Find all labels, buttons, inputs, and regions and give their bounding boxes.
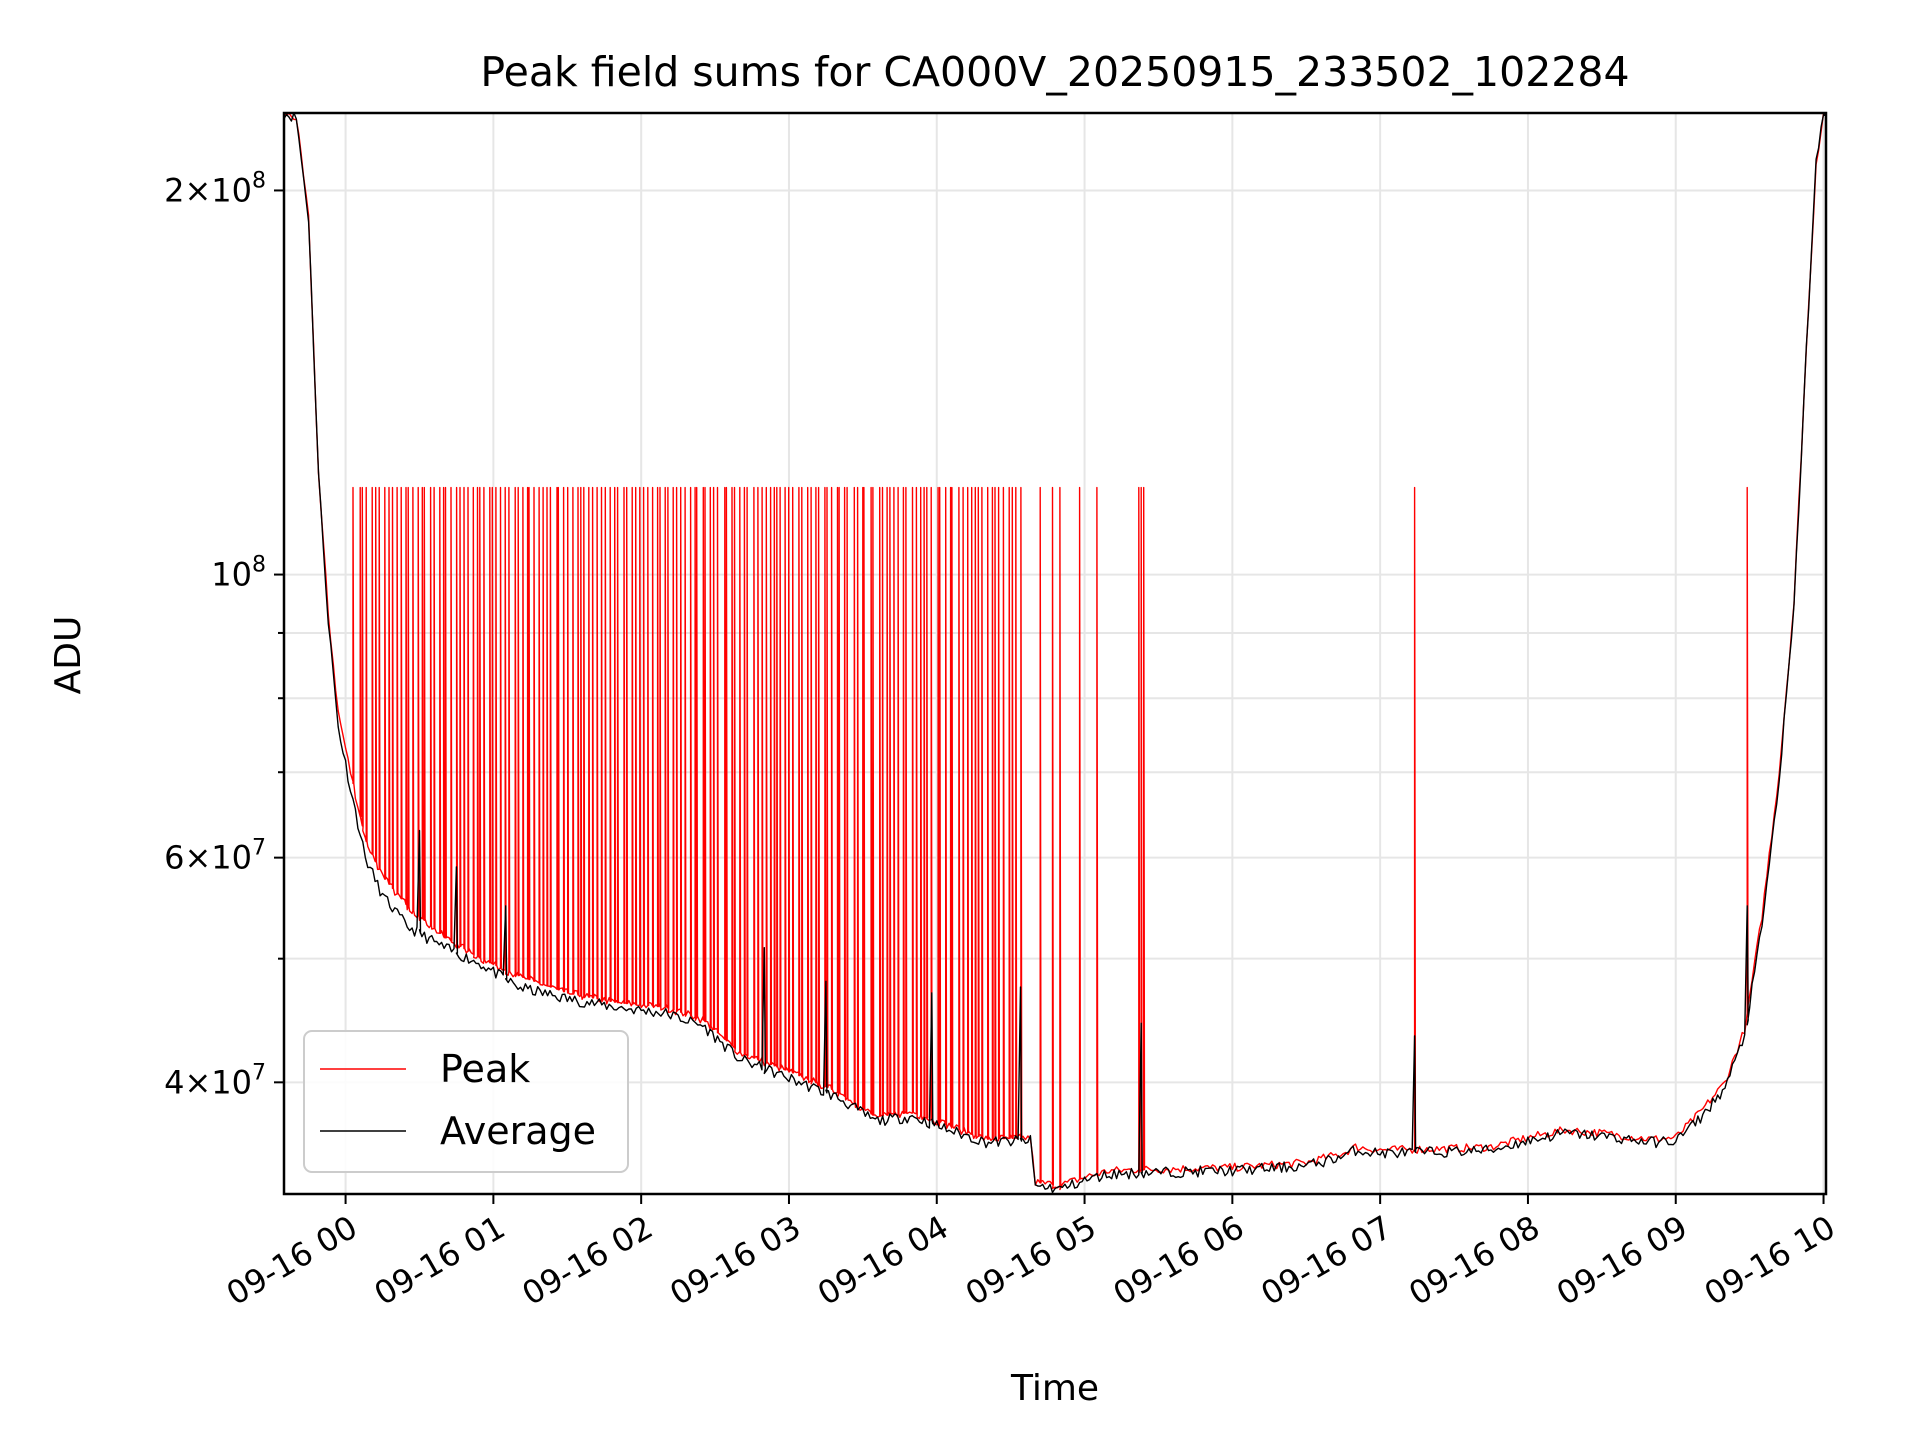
y-axis-label: ADU (48, 616, 89, 695)
x-tick-label: 09-16 00 (220, 1208, 364, 1313)
legend-average-label: Average (440, 1109, 596, 1153)
x-tick-label: 09-16 05 (959, 1208, 1103, 1313)
x-tick-label: 09-16 06 (1107, 1208, 1251, 1313)
y-tick-label: 6×107 (164, 836, 266, 877)
grid (284, 113, 1826, 1194)
y-tick-label: 108 (211, 553, 266, 594)
legend-peak-label: Peak (440, 1047, 530, 1091)
legend-box (303, 1030, 629, 1173)
plot-series (283, 112, 1827, 1194)
chart-title: Peak field sums for CA000V_20250915_2335… (480, 48, 1629, 96)
x-tick-label: 09-16 10 (1698, 1208, 1842, 1313)
legend: Peak Average (303, 1030, 629, 1173)
x-tick-label: 09-16 02 (516, 1208, 660, 1313)
x-tick-label: 09-16 01 (368, 1208, 512, 1313)
peak-series-line (283, 112, 1827, 1191)
x-tick-label: 09-16 07 (1255, 1208, 1399, 1313)
x-tick-label: 09-16 09 (1550, 1208, 1694, 1313)
x-tick-label: 09-16 04 (811, 1208, 955, 1313)
y-axis: 2×108 108 6×107 4×107 (164, 168, 284, 1101)
x-axis-label: Time (1010, 1368, 1099, 1409)
y-tick-label: 4×107 (164, 1060, 266, 1101)
x-tick-label: 09-16 08 (1402, 1208, 1546, 1313)
x-tick-label: 09-16 03 (663, 1208, 807, 1313)
average-series-line (283, 112, 1827, 1194)
plot-area-frame (282, 111, 1828, 1196)
x-axis: 09-16 00 09-16 01 09-16 02 09-16 03 09-16 04… (220, 1194, 1842, 1313)
y-tick-label: 2×108 (164, 168, 266, 209)
